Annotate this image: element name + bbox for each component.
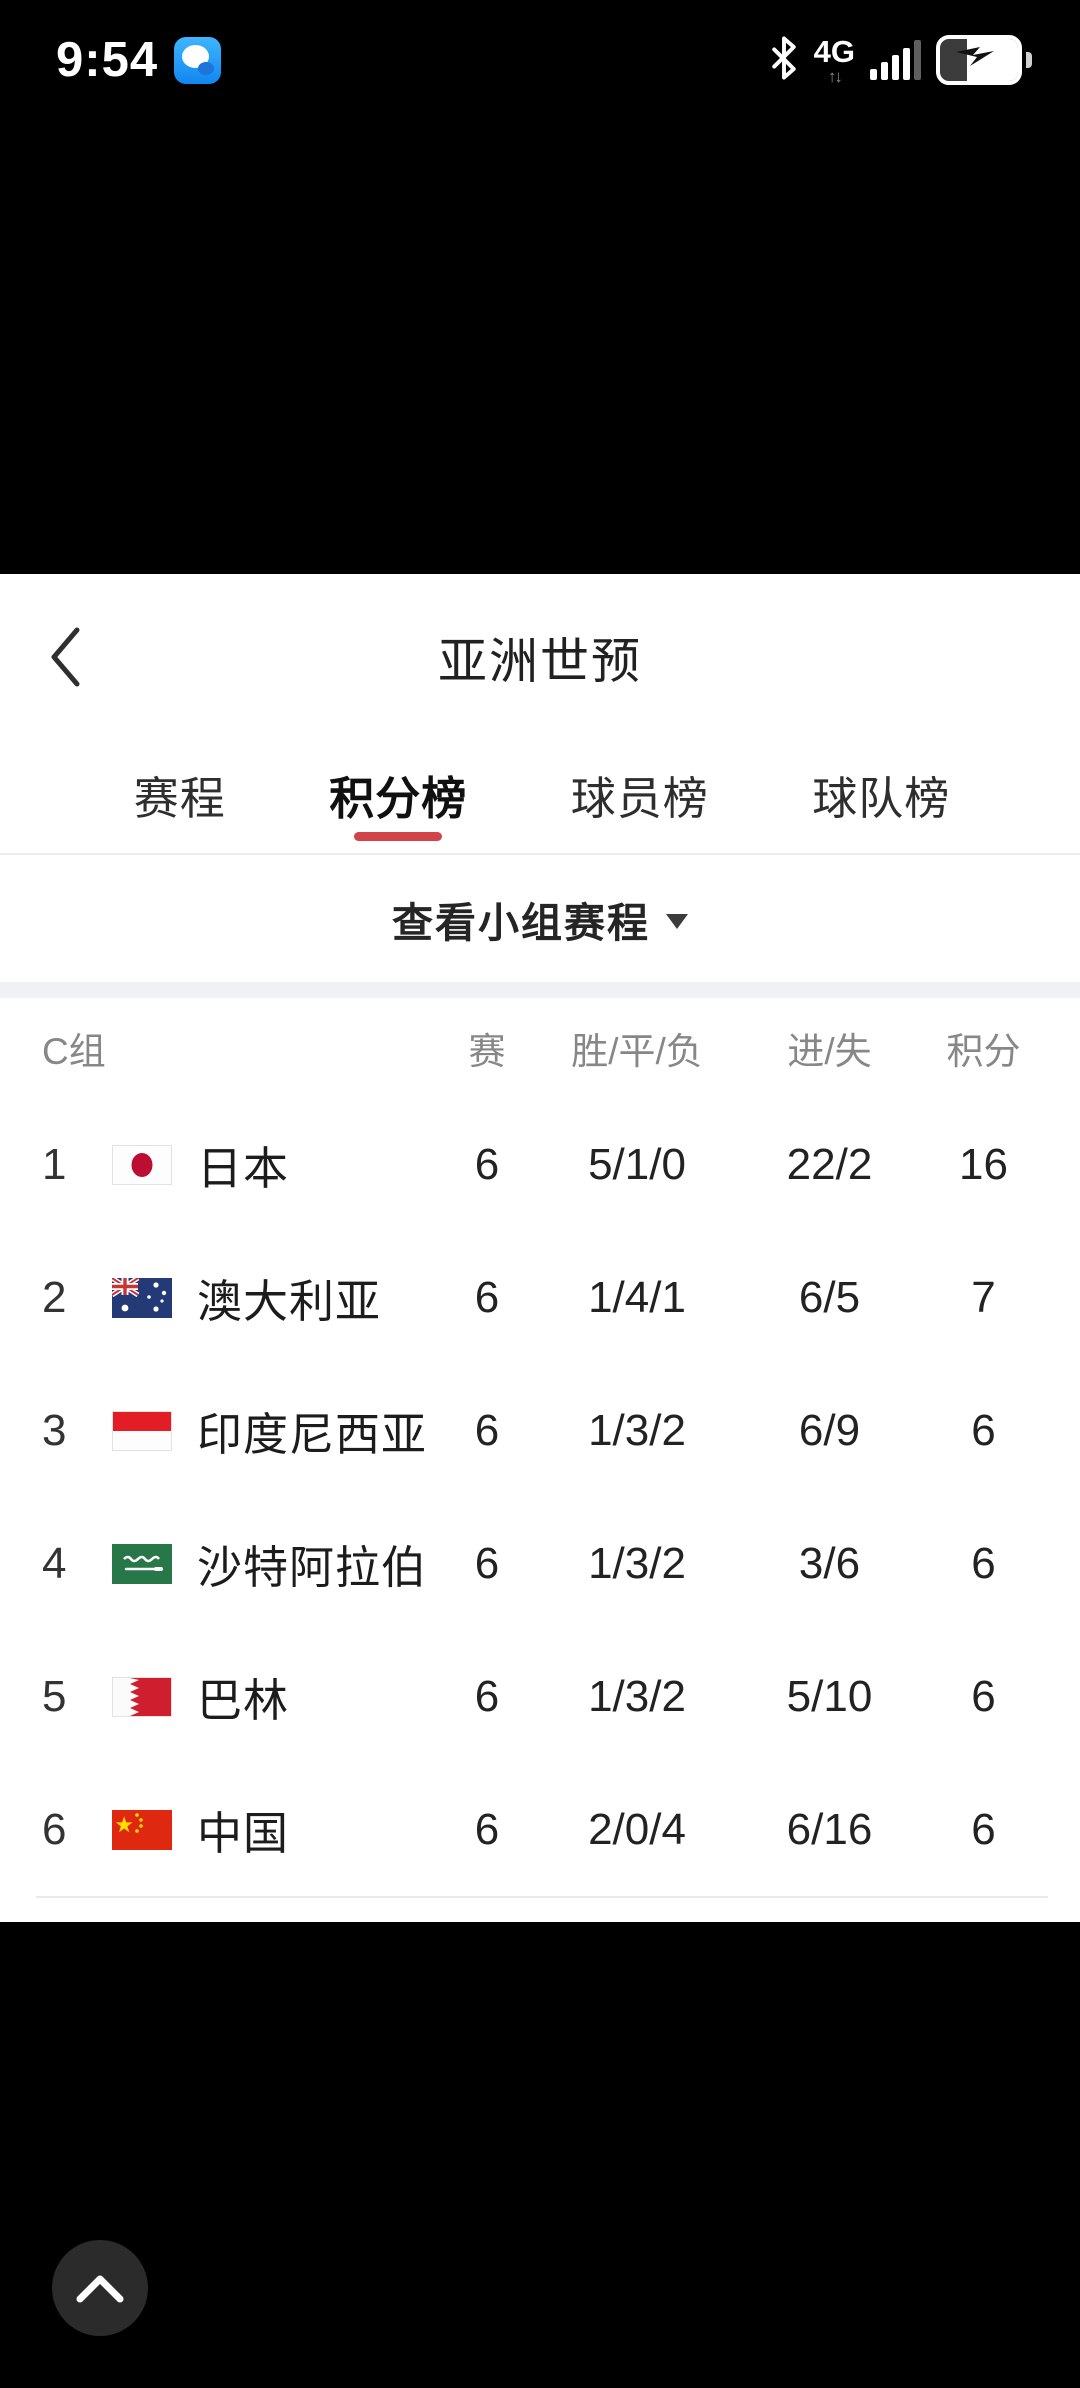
tab-bar: 赛程 积分榜 球员榜 球队榜 xyxy=(0,740,1080,855)
status-bar: 9:54 4G ↑↓ xyxy=(0,0,1080,120)
table-header: C组 赛 胜/平/负 进/失 积分 xyxy=(0,998,1080,1098)
column-points: 积分 xyxy=(946,1031,1021,1072)
table-row[interactable]: 6 中国 6 2/0/4 6/16 6 xyxy=(0,1763,1080,1896)
scroll-to-top-button[interactable] xyxy=(52,2240,148,2336)
table-bottom-divider xyxy=(36,1896,1048,1922)
played-cell: 6 xyxy=(474,1139,500,1189)
group-schedule-dropdown[interactable]: 查看小组赛程 xyxy=(0,855,1080,982)
goals-cell: 6/16 xyxy=(786,1804,873,1854)
points-cell: 6 xyxy=(971,1804,996,1854)
team-name: 巴林 xyxy=(197,1675,290,1726)
column-wdl: 胜/平/负 xyxy=(571,1031,703,1072)
team-name: 沙特阿拉伯 xyxy=(197,1542,428,1593)
flag-indonesia-icon xyxy=(112,1410,172,1451)
table-row[interactable]: 5 巴林 6 1/3/2 5/10 6 xyxy=(0,1630,1080,1763)
played-cell: 6 xyxy=(474,1405,500,1455)
team-name: 印度尼西亚 xyxy=(197,1409,428,1460)
data-arrows-icon: ↑↓ xyxy=(827,66,843,86)
rank-cell: 1 xyxy=(42,1139,67,1189)
chevron-up-icon xyxy=(76,2275,124,2303)
flag-china-icon xyxy=(112,1809,172,1850)
column-goals: 进/失 xyxy=(787,1031,872,1072)
table-row[interactable]: 3 印度尼西亚 6 1/3/2 6/9 6 xyxy=(0,1364,1080,1497)
bluetooth-icon xyxy=(769,35,799,85)
wdl-cell: 1/3/2 xyxy=(588,1671,686,1721)
flag-bahrain-icon xyxy=(112,1676,172,1717)
played-cell: 6 xyxy=(474,1272,500,1322)
clock-time: 9:54 xyxy=(56,33,159,87)
goals-cell: 6/9 xyxy=(798,1405,861,1455)
table-row[interactable]: 1 日本 6 5/1/0 22/2 16 xyxy=(0,1098,1080,1231)
column-played: 赛 xyxy=(468,1031,506,1072)
wdl-cell: 2/0/4 xyxy=(588,1804,686,1854)
signal-bars-icon xyxy=(870,40,921,80)
wdl-cell: 1/3/2 xyxy=(588,1405,686,1455)
table-row[interactable]: 4 沙特阿拉伯 6 1/3/2 3/6 6 xyxy=(0,1497,1080,1630)
table-row[interactable]: 2 澳大利亚 6 1/4/1 6/5 7 xyxy=(0,1231,1080,1364)
points-cell: 7 xyxy=(971,1272,996,1322)
tab-teams[interactable]: 球队榜 xyxy=(812,773,951,824)
played-cell: 6 xyxy=(474,1671,500,1721)
rank-cell: 5 xyxy=(42,1671,67,1721)
tab-schedule[interactable]: 赛程 xyxy=(133,773,226,824)
battery-cap xyxy=(1026,52,1032,68)
goals-cell: 22/2 xyxy=(786,1139,873,1189)
page-title: 亚洲世预 xyxy=(437,634,642,689)
rank-cell: 3 xyxy=(42,1405,67,1455)
points-cell: 6 xyxy=(971,1405,996,1455)
flag-saudi-arabia-icon xyxy=(112,1543,172,1584)
rank-cell: 6 xyxy=(42,1804,67,1854)
flag-japan-icon xyxy=(112,1144,172,1185)
wdl-cell: 1/4/1 xyxy=(588,1272,686,1322)
message-app-icon xyxy=(174,36,222,84)
wdl-cell: 1/3/2 xyxy=(588,1538,686,1588)
played-cell: 6 xyxy=(474,1538,500,1588)
goals-cell: 5/10 xyxy=(786,1671,873,1721)
played-cell: 6 xyxy=(474,1804,500,1854)
flag-australia-icon xyxy=(112,1277,172,1318)
points-cell: 16 xyxy=(959,1139,1008,1189)
column-group: C组 xyxy=(42,1031,106,1072)
team-name: 中国 xyxy=(197,1808,290,1859)
battery-charging-icon xyxy=(936,35,1022,85)
goals-cell: 3/6 xyxy=(798,1538,861,1588)
tab-players[interactable]: 球员榜 xyxy=(570,773,709,824)
chevron-left-icon xyxy=(51,627,80,687)
section-divider xyxy=(0,982,1080,998)
team-name: 澳大利亚 xyxy=(197,1276,382,1327)
points-cell: 6 xyxy=(971,1538,996,1588)
team-name: 日本 xyxy=(197,1143,290,1194)
nav-header: 亚洲世预 xyxy=(0,574,1080,740)
dropdown-label: 查看小组赛程 xyxy=(392,899,650,946)
tab-standings[interactable]: 积分榜 xyxy=(329,740,467,853)
caret-down-icon xyxy=(666,914,688,929)
points-cell: 6 xyxy=(971,1671,996,1721)
rank-cell: 4 xyxy=(42,1538,67,1588)
goals-cell: 6/5 xyxy=(798,1272,861,1322)
standings-panel: 亚洲世预 赛程 积分榜 球员榜 球队榜 查看小组赛程 C组 赛 胜/平/负 进/… xyxy=(0,574,1080,1922)
back-button[interactable] xyxy=(30,612,100,702)
wdl-cell: 5/1/0 xyxy=(588,1139,686,1189)
rank-cell: 2 xyxy=(42,1272,67,1322)
network-type-indicator: 4G ↑↓ xyxy=(813,33,855,86)
